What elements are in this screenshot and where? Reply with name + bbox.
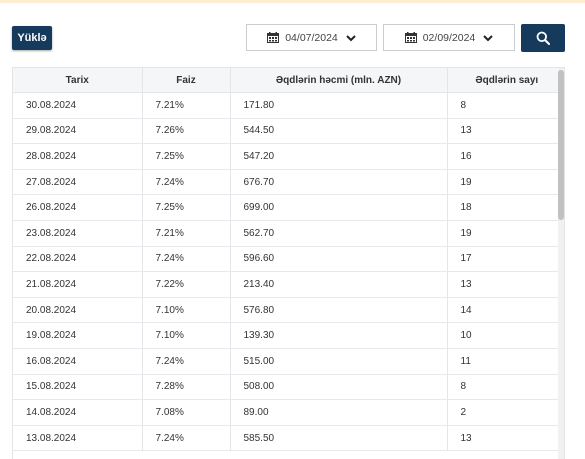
cell-date: 15.08.2024 <box>13 374 143 401</box>
cell-date: 22.08.2024 <box>13 246 143 273</box>
cell-volume: 699.00 <box>230 194 448 221</box>
table-row: 28.08.2024 7.25% 547.20 16 <box>13 143 564 170</box>
cell-count: 14 <box>447 297 564 324</box>
cell-rate: 7.24% <box>142 246 231 273</box>
table-row: 14.08.2024 7.08% 89.00 2 <box>13 399 564 426</box>
table-row: 19.08.2024 7.10% 139.30 10 <box>13 322 564 349</box>
cell-count: 11 <box>447 348 564 375</box>
cell-date: 16.08.2024 <box>13 348 143 375</box>
cell-volume: 596.60 <box>230 246 448 273</box>
cell-volume: 562.70 <box>230 220 448 247</box>
cell-count: 13 <box>447 271 564 298</box>
table-row: 29.08.2024 7.26% 544.50 13 <box>13 118 564 145</box>
table-row: 26.08.2024 7.25% 699.00 18 <box>13 194 564 221</box>
table-row: 22.08.2024 7.24% 596.60 17 <box>13 246 564 273</box>
cell-date: 20.08.2024 <box>13 297 143 324</box>
table-row: 30.08.2024 7.21% 171.80 8 <box>13 92 564 119</box>
cell-volume: 171.80 <box>230 92 448 119</box>
table-row: 16.08.2024 7.24% 515.00 11 <box>13 348 564 375</box>
column-header-count[interactable]: Əqdlərin sayı <box>447 68 564 93</box>
table-row: 23.08.2024 7.21% 562.70 19 <box>13 220 564 247</box>
cell-volume: 547.20 <box>230 143 448 170</box>
cell-date: 28.08.2024 <box>13 143 143 170</box>
cell-date: 29.08.2024 <box>13 118 143 145</box>
cell-count: 13 <box>447 118 564 145</box>
table-row: 20.08.2024 7.10% 576.80 14 <box>13 297 564 324</box>
cell-rate: 7.24% <box>142 169 231 196</box>
table-row: 13.08.2024 7.24% 585.50 13 <box>13 425 564 452</box>
cell-volume: 508.00 <box>230 374 448 401</box>
date-from-picker[interactable]: 04/07/2024 <box>246 24 377 51</box>
date-to-value: 02/09/2024 <box>422 31 476 44</box>
table-row: 15.08.2024 7.28% 508.00 8 <box>13 374 564 401</box>
cell-rate: 7.08% <box>142 399 231 426</box>
top-accent-strip <box>0 0 585 3</box>
cell-rate: 7.25% <box>142 194 231 221</box>
cell-volume: 676.70 <box>230 169 448 196</box>
repo-rates-table: Tarix Faiz Əqdlərin həcmi (mln. AZN) Əqd… <box>12 67 565 459</box>
cell-rate: 7.25% <box>142 143 231 170</box>
cell-date: 21.08.2024 <box>13 271 143 298</box>
cell-volume: 544.50 <box>230 118 448 145</box>
cell-volume: 213.40 <box>230 271 448 298</box>
cell-volume: 576.80 <box>230 297 448 324</box>
table-row: 27.08.2024 7.24% 676.70 19 <box>13 169 564 196</box>
cell-count: 19 <box>447 169 564 196</box>
cell-count: 18 <box>447 194 564 221</box>
cell-rate: 7.28% <box>142 374 231 401</box>
calendar-icon <box>404 32 417 43</box>
scrollbar-thumb[interactable] <box>558 70 564 220</box>
calendar-icon <box>267 32 280 43</box>
chevron-down-icon <box>346 34 356 41</box>
cell-count: 17 <box>447 246 564 273</box>
cell-volume: 139.30 <box>230 322 448 349</box>
table-header-row: Tarix Faiz Əqdlərin həcmi (mln. AZN) Əqd… <box>13 68 564 93</box>
cell-rate: 7.24% <box>142 348 231 375</box>
search-icon <box>536 31 550 45</box>
search-button[interactable] <box>521 24 565 52</box>
column-header-volume[interactable]: Əqdlərin həcmi (mln. AZN) <box>230 68 448 93</box>
cell-rate: 7.26% <box>142 118 231 145</box>
cell-date: 26.08.2024 <box>13 194 143 221</box>
cell-date: 19.08.2024 <box>13 322 143 349</box>
cell-date: 30.08.2024 <box>13 92 143 119</box>
cell-rate: 7.21% <box>142 220 231 247</box>
cell-count: 2 <box>447 399 564 426</box>
cell-rate: 7.22% <box>142 271 231 298</box>
table-scrollbar[interactable] <box>558 68 564 459</box>
column-header-date[interactable]: Tarix <box>13 68 143 93</box>
cell-rate: 7.21% <box>142 92 231 119</box>
chevron-down-icon <box>483 34 493 41</box>
cell-count: 8 <box>447 374 564 401</box>
cell-rate: 7.10% <box>142 297 231 324</box>
cell-volume: 89.00 <box>230 399 448 426</box>
date-from-value: 04/07/2024 <box>285 31 338 44</box>
cell-date: 27.08.2024 <box>13 169 143 196</box>
cell-count: 10 <box>447 322 564 349</box>
column-header-rate[interactable]: Faiz <box>142 68 231 93</box>
cell-date: 14.08.2024 <box>13 399 143 426</box>
cell-count: 8 <box>447 92 564 119</box>
table-row: 21.08.2024 7.22% 213.40 13 <box>13 271 564 298</box>
cell-date: 13.08.2024 <box>13 425 143 452</box>
cell-rate: 7.10% <box>142 322 231 349</box>
cell-count: 19 <box>447 220 564 247</box>
cell-count: 13 <box>447 425 564 452</box>
cell-count: 16 <box>447 143 564 170</box>
cell-date: 23.08.2024 <box>13 220 143 247</box>
cell-rate: 7.24% <box>142 425 231 452</box>
cell-volume: 515.00 <box>230 348 448 375</box>
cell-volume: 585.50 <box>230 425 448 452</box>
date-to-picker[interactable]: 02/09/2024 <box>383 24 515 51</box>
load-button[interactable]: Yüklə <box>12 26 52 50</box>
